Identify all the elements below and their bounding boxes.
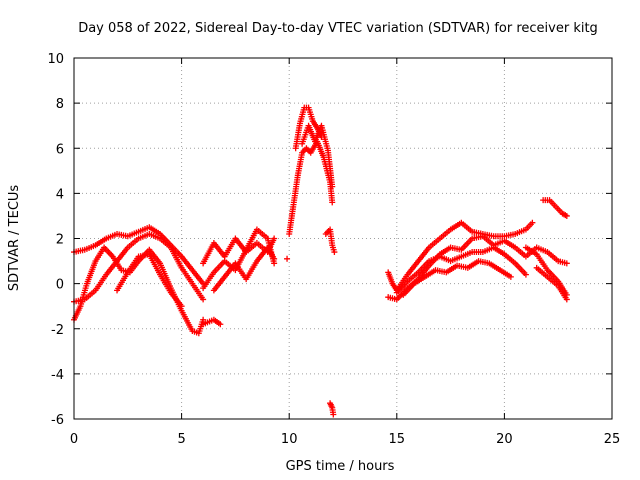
y-tick-label: 10 <box>47 52 64 67</box>
data-point <box>329 199 336 206</box>
series-arc-4 <box>114 251 185 310</box>
x-tick-label: 25 <box>604 432 621 447</box>
series-arc-13 <box>322 226 338 256</box>
data-point <box>284 255 291 262</box>
x-axis-label: GPS time / hours <box>286 459 395 474</box>
data-point <box>271 235 278 242</box>
y-tick-label: -2 <box>51 323 64 338</box>
x-tick-label: 0 <box>70 432 78 447</box>
series-arc-3 <box>71 230 207 305</box>
series-arc-17 <box>393 244 529 296</box>
series-arc-7 <box>210 244 278 294</box>
data-point <box>563 260 570 267</box>
data-point <box>563 212 570 219</box>
chart-title: Day 058 of 2022, Sidereal Day-to-day VTE… <box>78 21 598 36</box>
data-point <box>331 249 338 256</box>
series-arc-18 <box>400 258 514 298</box>
y-axis-label: SDTVAR / TECUs <box>7 185 22 292</box>
plot-frame <box>73 57 613 420</box>
data-point <box>507 273 514 280</box>
data-points <box>71 104 570 418</box>
y-tick-label: 2 <box>56 233 64 248</box>
y-tick-label: 8 <box>56 97 64 112</box>
y-tick-label: 0 <box>56 278 64 293</box>
data-point <box>522 271 529 278</box>
data-point <box>217 321 224 328</box>
y-tick-label: -6 <box>51 413 64 428</box>
y-tick-label: 6 <box>56 142 64 157</box>
series-arc-20 <box>533 264 570 303</box>
series-arc-19 <box>522 244 570 298</box>
series-arc-8 <box>200 316 224 328</box>
series-arc-9 <box>284 255 291 262</box>
data-point <box>271 255 278 262</box>
series-arc-1 <box>71 224 207 287</box>
data-point <box>529 219 536 226</box>
data-point <box>330 411 337 418</box>
series-arc-14 <box>327 400 337 418</box>
series-arc-12 <box>299 122 336 190</box>
series-arc-16 <box>385 233 570 303</box>
x-tick-label: 10 <box>281 432 298 447</box>
x-tick-label: 15 <box>389 432 406 447</box>
data-point <box>178 303 185 310</box>
series-arc-21 <box>540 197 570 219</box>
data-point <box>563 296 570 303</box>
x-tick-label: 20 <box>496 432 513 447</box>
y-tick-label: 4 <box>56 187 64 202</box>
data-point <box>200 296 207 303</box>
x-tick-label: 5 <box>177 432 185 447</box>
series-arc-15 <box>385 219 536 294</box>
data-point <box>329 183 336 190</box>
y-tick-label: -4 <box>51 368 64 383</box>
